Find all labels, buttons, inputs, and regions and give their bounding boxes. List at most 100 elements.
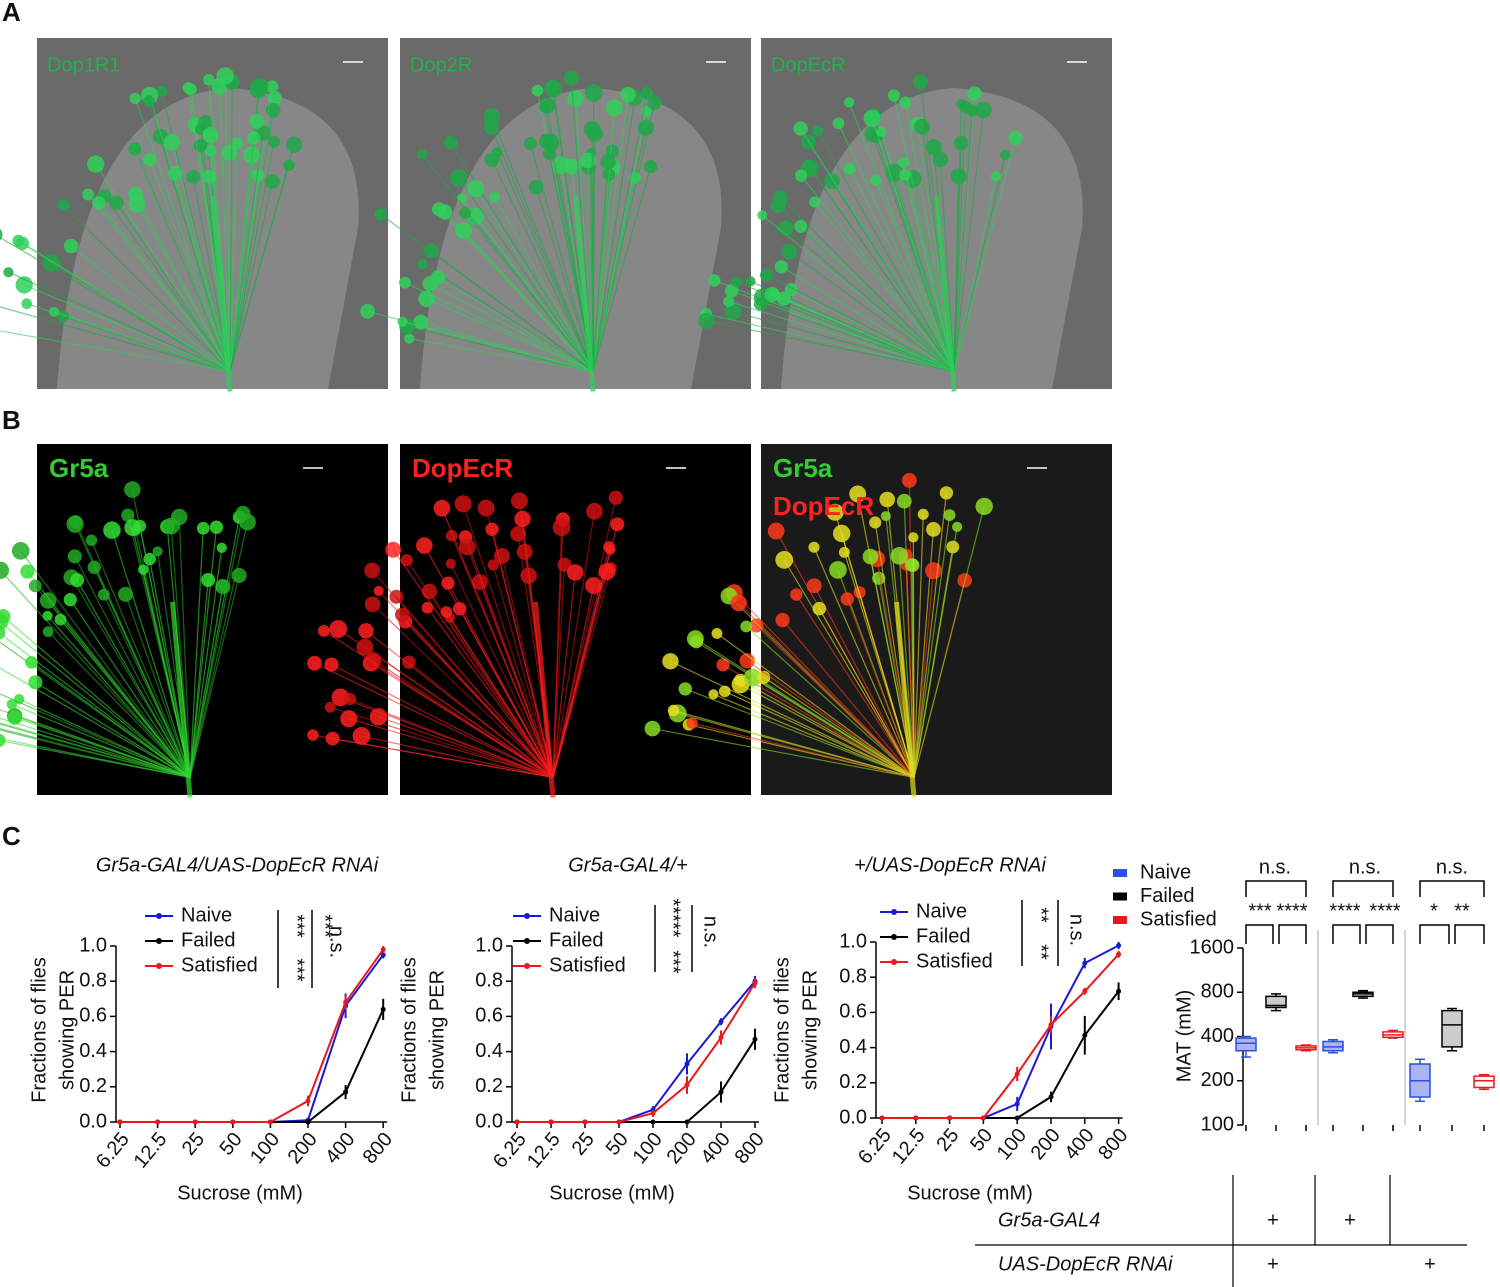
neuron-cell: [418, 290, 436, 308]
data-point: [650, 1110, 656, 1116]
y-axis-label: showing PER: [426, 970, 448, 1090]
neuron-cell: [399, 276, 411, 289]
row-label: UAS-DopEcR RNAi: [998, 1253, 1173, 1275]
legend-dot: [524, 938, 530, 944]
neuron-cell: [953, 135, 969, 151]
legend-dot: [891, 959, 897, 965]
neuron-fiber: [732, 311, 955, 373]
neuron-cell: [760, 268, 774, 282]
neuron-fiber: [189, 513, 244, 778]
neuron-fiber: [0, 621, 191, 778]
neuron-cell: [975, 497, 993, 516]
data-point: [684, 1061, 690, 1067]
neuron-cell: [307, 729, 319, 741]
neuron-cell: [740, 620, 753, 633]
neuron-cell: [307, 655, 322, 671]
neuron-fiber: [134, 148, 231, 372]
bracket: [1332, 924, 1394, 944]
neuron-cell: [249, 113, 265, 129]
image-label: DopEcR: [412, 453, 513, 483]
data-point: [514, 1119, 520, 1125]
neuron-fiber: [331, 664, 554, 778]
neuron-cell: [510, 526, 526, 542]
neuron-cell: [840, 592, 854, 606]
neuron-fiber: [0, 729, 191, 779]
neuron-cell: [698, 312, 715, 329]
neuron-cell: [317, 624, 330, 637]
nerve: [934, 195, 957, 392]
neuron-cell: [373, 585, 384, 596]
neuron-fiber: [740, 679, 915, 778]
neuron-fiber: [552, 511, 596, 778]
data-point: [1082, 1032, 1088, 1038]
neuron-fiber: [783, 559, 915, 778]
neuron-cell: [523, 136, 537, 150]
box: [1265, 995, 1287, 1009]
neuron-fiber: [491, 159, 594, 372]
neuron-cell: [514, 510, 531, 528]
tissue: [57, 88, 359, 389]
neuron-cell: [567, 90, 585, 108]
neuron-fiber: [323, 630, 554, 778]
legend-swatch: [1113, 892, 1127, 901]
data-point: [616, 1119, 622, 1125]
neuron-cell: [66, 515, 84, 533]
y-tick-label: 0.4: [475, 1040, 503, 1062]
neuron-cell: [603, 541, 615, 553]
series-line: [517, 980, 756, 1123]
neuron-cell: [103, 521, 121, 539]
x-axis-label: Sucrose (mM): [177, 1182, 303, 1204]
neuron-fiber: [746, 660, 915, 778]
neuron-cell: [124, 519, 142, 536]
neuron-fiber: [905, 555, 915, 778]
neuron-cell: [246, 131, 261, 145]
neuron-fiber: [760, 303, 955, 373]
y-tick-label: 100: [1201, 1113, 1234, 1135]
neuron-cell: [557, 557, 572, 572]
neuron-cell: [352, 727, 371, 745]
neuron-cell: [402, 655, 416, 669]
neuron-cell: [585, 577, 603, 594]
neuron-fiber: [494, 196, 594, 372]
neuron-fiber: [848, 102, 955, 372]
x-tick-label: 100: [629, 1128, 667, 1168]
neuron-fiber: [0, 236, 231, 372]
neuron-fiber: [788, 251, 955, 372]
neuron-cell: [0, 609, 11, 624]
nerve: [533, 601, 556, 798]
neuron-fiber: [953, 176, 960, 372]
neuron-cell: [925, 139, 942, 156]
neuron-fiber: [459, 608, 554, 778]
neuron-fiber: [766, 274, 955, 372]
neuron-fiber: [898, 555, 915, 778]
neuron-cell: [539, 101, 551, 112]
neuron-cell: [510, 492, 528, 510]
neuron-cell: [794, 220, 808, 233]
box: [1322, 1040, 1344, 1052]
line-chart: Gr5a-GAL4/UAS-DopEcR RNAi 0.0 0.2 0.4 0.6 0.8…: [28, 854, 397, 1204]
neuron-cell: [902, 473, 917, 488]
neuron-cell: [952, 521, 963, 533]
neuron-fiber: [475, 215, 594, 372]
neuron-fiber: [2, 615, 191, 778]
x-tick-label: 12.5: [130, 1128, 172, 1172]
neuron-cell: [0, 625, 6, 640]
neuron-cell: [216, 542, 227, 553]
significance-label: **: [1030, 907, 1052, 923]
x-tick-label: 25: [932, 1124, 963, 1155]
neuron-fiber: [103, 195, 231, 372]
neuron-cell: [908, 532, 919, 543]
neuron-cell: [913, 74, 929, 90]
data-point: [752, 980, 758, 986]
data-point: [343, 1089, 349, 1095]
significance-label: n.s.: [1349, 856, 1381, 878]
neuron-cell: [57, 199, 70, 211]
neuron-cell: [445, 558, 456, 569]
bracket: [1245, 880, 1307, 897]
neuron-fiber: [332, 738, 554, 779]
neuron-cell: [493, 547, 510, 564]
neuron-cell: [628, 171, 641, 185]
neuron-cell: [811, 125, 823, 137]
line-chart: +/UAS-DopEcR RNAi0.00.20.40.60.81.06.251…: [771, 854, 1132, 1204]
